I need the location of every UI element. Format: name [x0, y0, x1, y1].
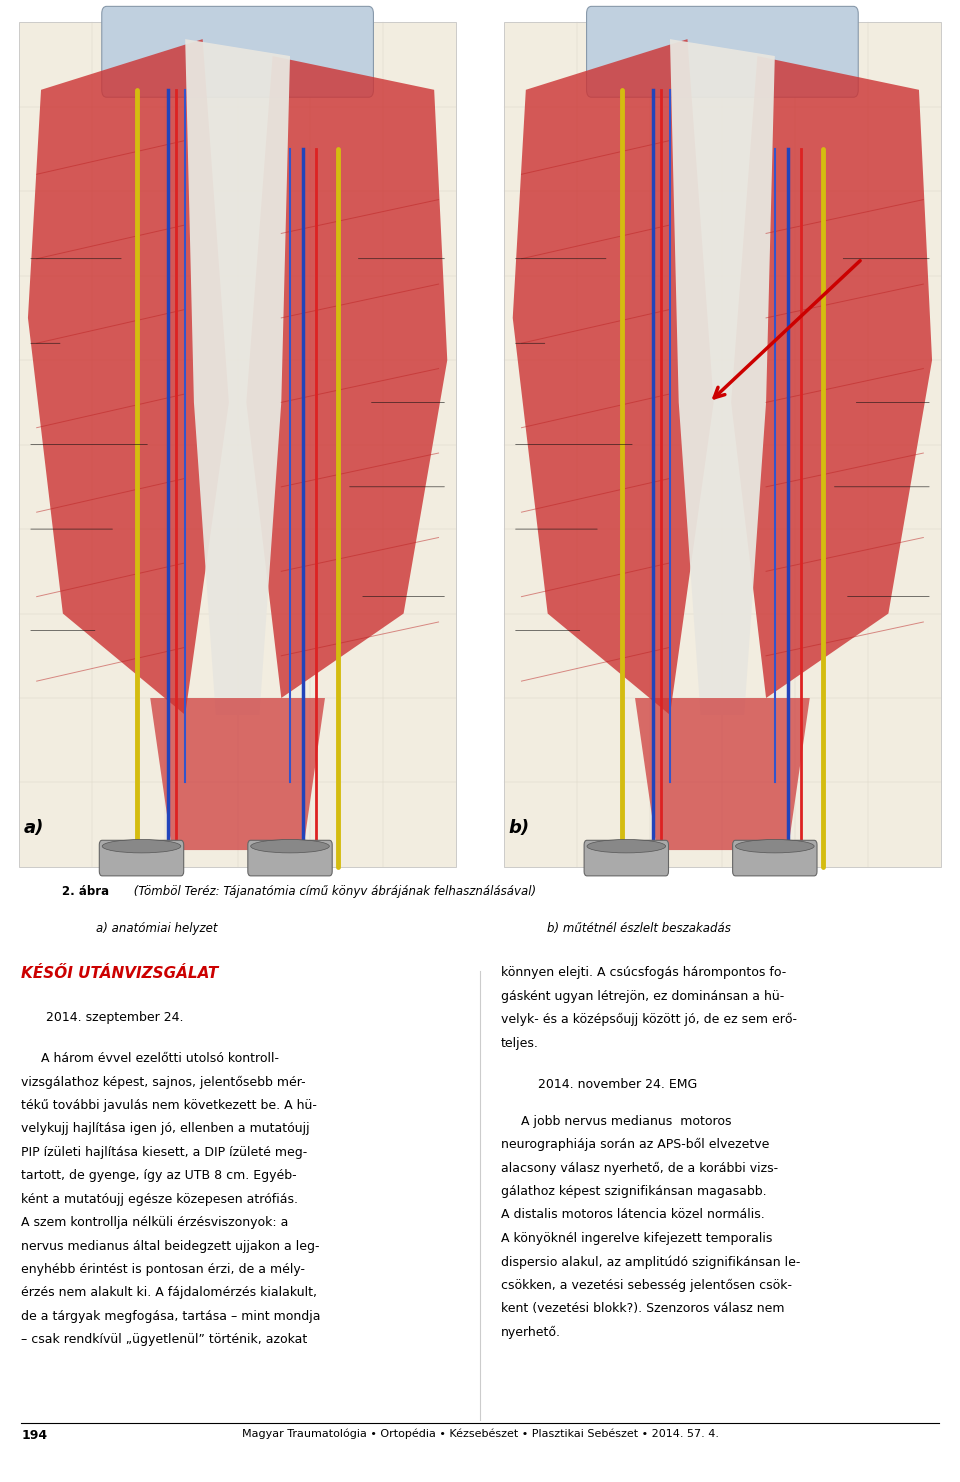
Text: KÉSŐI UTÁNVIZSGÁLAT: KÉSŐI UTÁNVIZSGÁLAT [21, 966, 218, 981]
FancyBboxPatch shape [248, 840, 332, 876]
Polygon shape [513, 39, 713, 714]
Text: b): b) [509, 820, 530, 837]
Text: a): a) [24, 820, 44, 837]
Text: gálathoz képest szignifikánsan magasabb.: gálathoz képest szignifikánsan magasabb. [501, 1186, 767, 1197]
Text: kent (vezetési blokk?). Szenzoros válasz nem: kent (vezetési blokk?). Szenzoros válasz… [501, 1303, 784, 1315]
FancyBboxPatch shape [584, 840, 668, 876]
Text: könnyen elejti. A csúcsfogás hárompontos fo-: könnyen elejti. A csúcsfogás hárompontos… [501, 966, 786, 980]
Text: a) anatómiai helyzet: a) anatómiai helyzet [96, 922, 218, 935]
Text: Magyar Traumatológia • Ortopédia • Kézsebészet • Plasztikai Sebészet • 2014. 57.: Magyar Traumatológia • Ortopédia • Kézse… [242, 1429, 718, 1439]
Bar [19, 22, 456, 867]
Ellipse shape [251, 839, 329, 854]
Text: gásként ugyan létrejön, ez dominánsan a hü-: gásként ugyan létrejön, ez dominánsan a … [501, 990, 784, 1003]
Text: enyhébb érintést is pontosan érzi, de a mély-: enyhébb érintést is pontosan érzi, de a … [21, 1263, 305, 1276]
Text: velykujj hajlítása igen jó, ellenben a mutatóujj: velykujj hajlítása igen jó, ellenben a m… [21, 1122, 310, 1135]
FancyBboxPatch shape [102, 6, 373, 98]
Text: b) műtétnél észlelt beszakadás: b) műtétnél észlelt beszakadás [547, 922, 732, 935]
Text: 2014. november 24. EMG: 2014. november 24. EMG [538, 1077, 697, 1091]
Polygon shape [247, 56, 447, 698]
FancyBboxPatch shape [587, 6, 858, 98]
Text: ként a mutatóujj egésze közepesen atrófiás.: ként a mutatóujj egésze közepesen atrófi… [21, 1193, 299, 1206]
Text: tartott, de gyenge, így az UTB 8 cm. Egyéb-: tartott, de gyenge, így az UTB 8 cm. Egy… [21, 1169, 297, 1183]
FancyBboxPatch shape [99, 840, 183, 876]
Bar [504, 22, 941, 867]
Polygon shape [150, 698, 324, 851]
FancyBboxPatch shape [732, 840, 817, 876]
Ellipse shape [102, 839, 180, 854]
Ellipse shape [587, 839, 665, 854]
Polygon shape [636, 698, 810, 851]
Ellipse shape [735, 839, 814, 854]
Text: dispersio alakul, az amplitúdó szignifikánsan le-: dispersio alakul, az amplitúdó szignifi… [501, 1255, 801, 1269]
Text: A szem kontrollja nélküli érzésviszonyok: a: A szem kontrollja nélküli érzésviszonyok… [21, 1217, 289, 1229]
Text: velyk- és a középsőujj között jó, de ez sem erő-: velyk- és a középsőujj között jó, de ez … [501, 1014, 797, 1026]
Text: PIP ízületi hajlítása kiesett, a DIP ízületé meg-: PIP ízületi hajlítása kiesett, a DIP ízü… [21, 1146, 307, 1159]
Text: – csak rendkívül „ügyetlenül” történik, azokat: – csak rendkívül „ügyetlenül” történik, … [21, 1334, 307, 1346]
Text: neurographiája során az APS-ből elvezetve: neurographiája során az APS-ből elvezetv… [501, 1138, 770, 1152]
Text: nyerhető.: nyerhető. [501, 1325, 561, 1338]
Polygon shape [185, 39, 290, 714]
Polygon shape [670, 39, 775, 714]
Text: 2. ábra: 2. ábra [62, 885, 109, 898]
Text: csökken, a vezetési sebesség jelentősen csök-: csökken, a vezetési sebesség jelentősen … [501, 1279, 792, 1292]
Text: érzés nem alakult ki. A fájdalomérzés kialakult,: érzés nem alakult ki. A fájdalomérzés ki… [21, 1286, 317, 1300]
Text: A három évvel ezelőtti utolsó kontroll-: A három évvel ezelőtti utolsó kontroll- [21, 1052, 279, 1066]
Text: alacsony válasz nyerhető, de a korábbi vizs-: alacsony válasz nyerhető, de a korábbi v… [501, 1162, 779, 1175]
Text: A könyöknél ingerelve kifejezett temporalis: A könyöknél ingerelve kifejezett tempora… [501, 1232, 773, 1245]
Text: vizsgálathoz képest, sajnos, jelentősebb mér-: vizsgálathoz képest, sajnos, jelentősebb… [21, 1076, 305, 1089]
Text: nervus medianus által beidegzett ujjakon a leg-: nervus medianus által beidegzett ujjakon… [21, 1239, 320, 1252]
Text: 2014. szeptember 24.: 2014. szeptember 24. [46, 1011, 183, 1024]
Text: A distalis motoros látencia közel normális.: A distalis motoros látencia közel normál… [501, 1208, 765, 1221]
Text: teljes.: teljes. [501, 1036, 539, 1049]
Text: (Tömböl Teréz: Tájanatómia című könyv ábrájának felhasználásával): (Tömböl Teréz: Tájanatómia című könyv áb… [130, 885, 536, 898]
Text: 194: 194 [21, 1429, 47, 1442]
Text: de a tárgyak megfogása, tartása – mint mondja: de a tárgyak megfogása, tartása – mint m… [21, 1310, 321, 1323]
Text: A jobb nervus medianus  motoros: A jobb nervus medianus motoros [501, 1114, 732, 1128]
Polygon shape [28, 39, 228, 714]
Polygon shape [732, 56, 932, 698]
Text: tékű további javulás nem következett be. A hü-: tékű további javulás nem következett be.… [21, 1100, 317, 1112]
